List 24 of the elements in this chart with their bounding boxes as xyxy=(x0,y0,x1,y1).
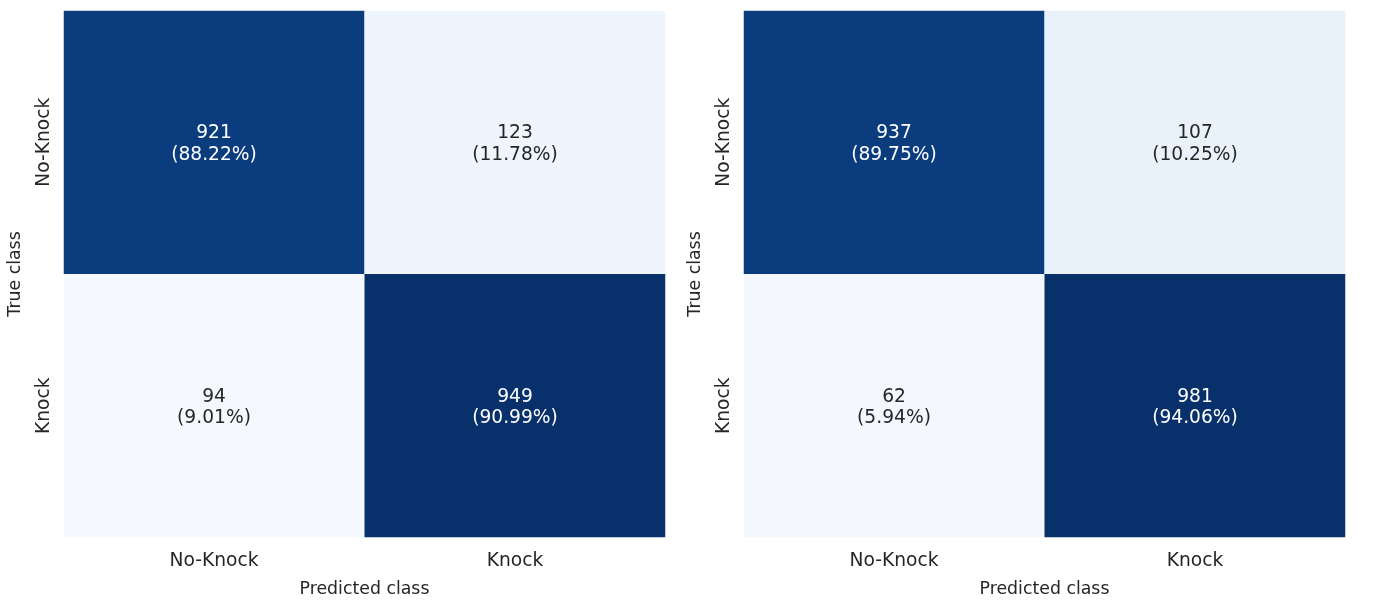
annotation: (89.75%) xyxy=(851,142,937,164)
annotation: (94.06%) xyxy=(1152,406,1238,428)
data-label: 921 xyxy=(196,121,232,143)
x-tick-label: No-Knock xyxy=(849,548,939,570)
x-tick-label: No-Knock xyxy=(169,548,259,570)
data-label: 981 xyxy=(1177,384,1213,406)
annotation: (88.22%) xyxy=(171,142,257,164)
y-axis-title: True class xyxy=(683,231,704,318)
annotation: (11.78%) xyxy=(472,142,558,164)
x-tick-label: Knock xyxy=(486,548,544,570)
data-label: 107 xyxy=(1177,121,1213,143)
annotation: (90.99%) xyxy=(472,406,558,428)
data-label: 937 xyxy=(876,121,912,143)
x-axis-title: Predicted class xyxy=(299,577,430,598)
data-label: 94 xyxy=(202,384,226,406)
y-axis-title: True class xyxy=(3,231,24,318)
data-label: 123 xyxy=(497,121,533,143)
annotation: (10.25%) xyxy=(1152,142,1238,164)
data-label: 949 xyxy=(497,384,533,406)
annotation: (5.94%) xyxy=(857,406,931,428)
x-axis-title: Predicted class xyxy=(979,577,1110,598)
data-label: 62 xyxy=(882,384,906,406)
x-tick-label: Knock xyxy=(1166,548,1224,570)
annotation: (9.01%) xyxy=(177,406,251,428)
